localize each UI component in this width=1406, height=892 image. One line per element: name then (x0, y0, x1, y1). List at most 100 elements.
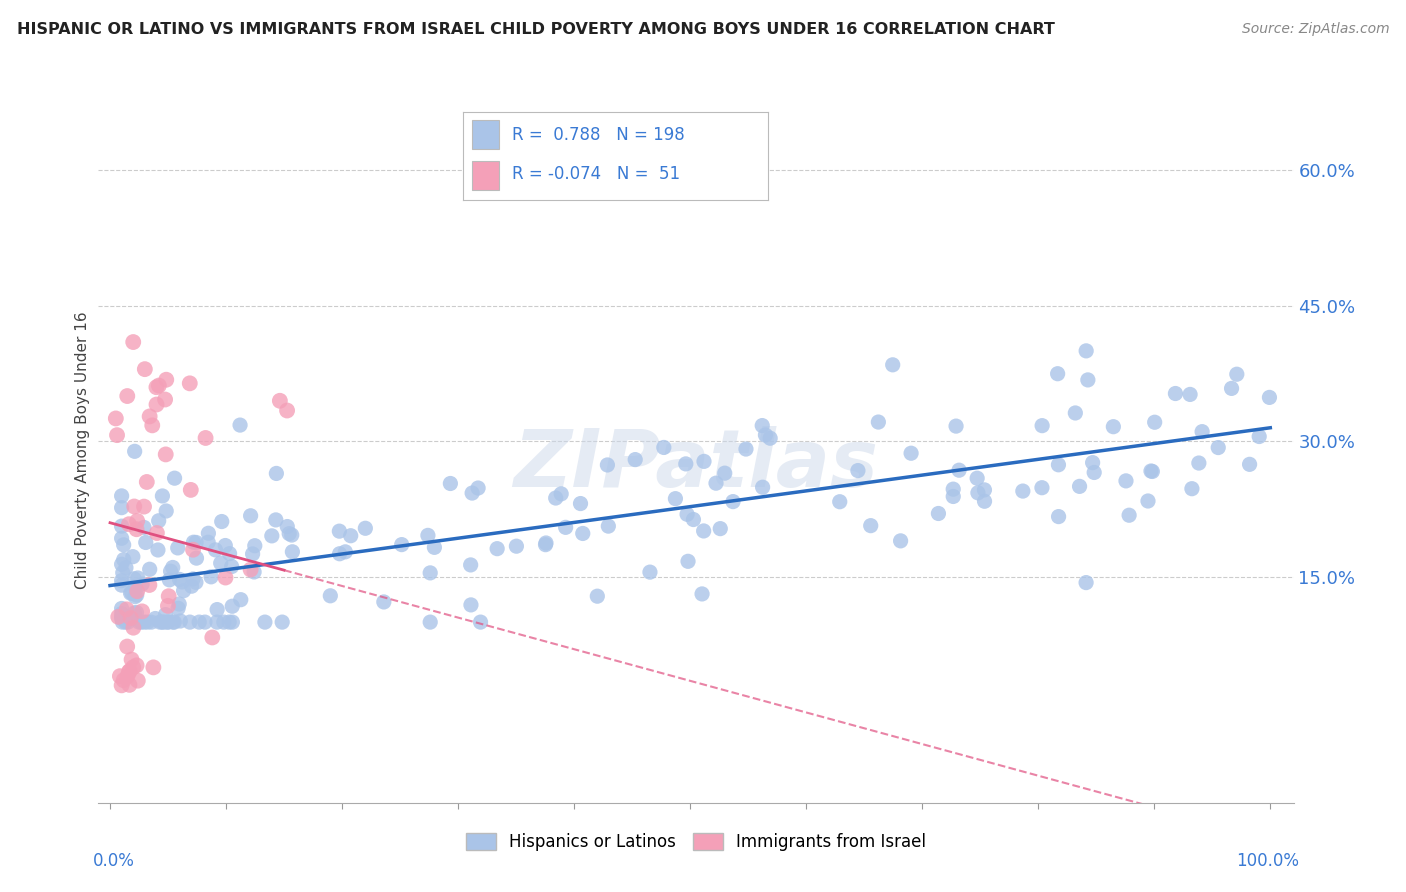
Point (229, 418, 252, 433)
Point (1164, 386, 1187, 401)
Point (115, 640, 138, 654)
Point (197, 526, 219, 541)
Point (534, 536, 557, 550)
Point (214, 539, 236, 553)
Point (122, 572, 145, 586)
Point (117, 669, 139, 683)
Point (163, 471, 186, 485)
Point (416, 528, 439, 542)
Point (1191, 425, 1213, 439)
Point (391, 538, 413, 552)
Point (205, 602, 228, 616)
Point (194, 431, 217, 445)
Point (117, 389, 139, 403)
Point (846, 464, 869, 478)
Point (122, 621, 145, 635)
Point (111, 601, 134, 615)
Point (148, 378, 170, 392)
Point (162, 560, 184, 574)
Point (121, 549, 143, 564)
Point (754, 428, 776, 442)
Point (280, 528, 302, 542)
Point (942, 482, 965, 496)
Point (122, 660, 145, 674)
Point (828, 494, 851, 508)
Point (1206, 441, 1229, 455)
Point (155, 373, 177, 387)
Point (127, 571, 149, 585)
Point (124, 590, 146, 604)
Point (104, 411, 127, 425)
Point (221, 615, 243, 629)
Point (125, 522, 148, 536)
Point (135, 475, 157, 489)
Point (143, 611, 166, 625)
Point (181, 542, 204, 557)
Point (693, 454, 716, 468)
Point (624, 452, 647, 467)
Point (260, 529, 283, 543)
Point (751, 480, 773, 494)
Point (138, 409, 160, 424)
Point (148, 514, 170, 528)
Text: ZIPatlas: ZIPatlas (513, 425, 879, 504)
Point (319, 589, 342, 603)
Point (107, 609, 129, 624)
Point (209, 556, 232, 570)
Point (173, 583, 195, 598)
Point (167, 597, 190, 611)
Point (200, 570, 222, 584)
Point (859, 518, 882, 533)
Point (184, 575, 207, 590)
Point (598, 519, 620, 533)
Point (721, 494, 744, 508)
Point (111, 519, 134, 533)
Point (1118, 508, 1140, 523)
Point (676, 554, 699, 568)
Point (146, 543, 169, 558)
Point (1076, 343, 1098, 358)
Point (157, 615, 180, 629)
Point (1220, 381, 1243, 395)
Point (664, 491, 686, 506)
Point (111, 574, 134, 588)
Point (131, 577, 153, 591)
Point (115, 602, 138, 616)
Y-axis label: Child Poverty Among Boys Under 16: Child Poverty Among Boys Under 16 (75, 311, 90, 590)
Point (145, 397, 167, 411)
Point (155, 447, 177, 461)
Point (180, 483, 202, 497)
Point (354, 521, 377, 535)
Point (467, 481, 489, 495)
Point (676, 508, 699, 522)
Point (122, 500, 145, 514)
Point (156, 599, 179, 613)
Point (188, 615, 211, 629)
Point (122, 334, 145, 349)
Point (125, 588, 148, 602)
Point (276, 519, 298, 533)
Point (276, 403, 298, 417)
Point (1140, 464, 1163, 478)
Point (239, 563, 262, 577)
Point (132, 520, 155, 534)
Point (201, 631, 224, 645)
Point (214, 570, 236, 584)
Point (118, 678, 141, 692)
Point (132, 500, 155, 514)
Point (1069, 479, 1091, 493)
Point (111, 609, 134, 624)
Point (1143, 415, 1166, 429)
Point (586, 589, 609, 603)
Point (1047, 509, 1070, 524)
Point (141, 615, 163, 629)
Point (373, 595, 395, 609)
Point (117, 615, 139, 629)
Point (111, 607, 134, 621)
Point (759, 431, 782, 445)
Point (1074, 575, 1097, 590)
Point (162, 615, 184, 629)
Text: HISPANIC OR LATINO VS IMMIGRANTS FROM ISRAEL CHILD POVERTY AMONG BOYS UNDER 16 C: HISPANIC OR LATINO VS IMMIGRANTS FROM IS… (17, 22, 1054, 37)
Point (973, 494, 995, 508)
Point (142, 660, 165, 674)
